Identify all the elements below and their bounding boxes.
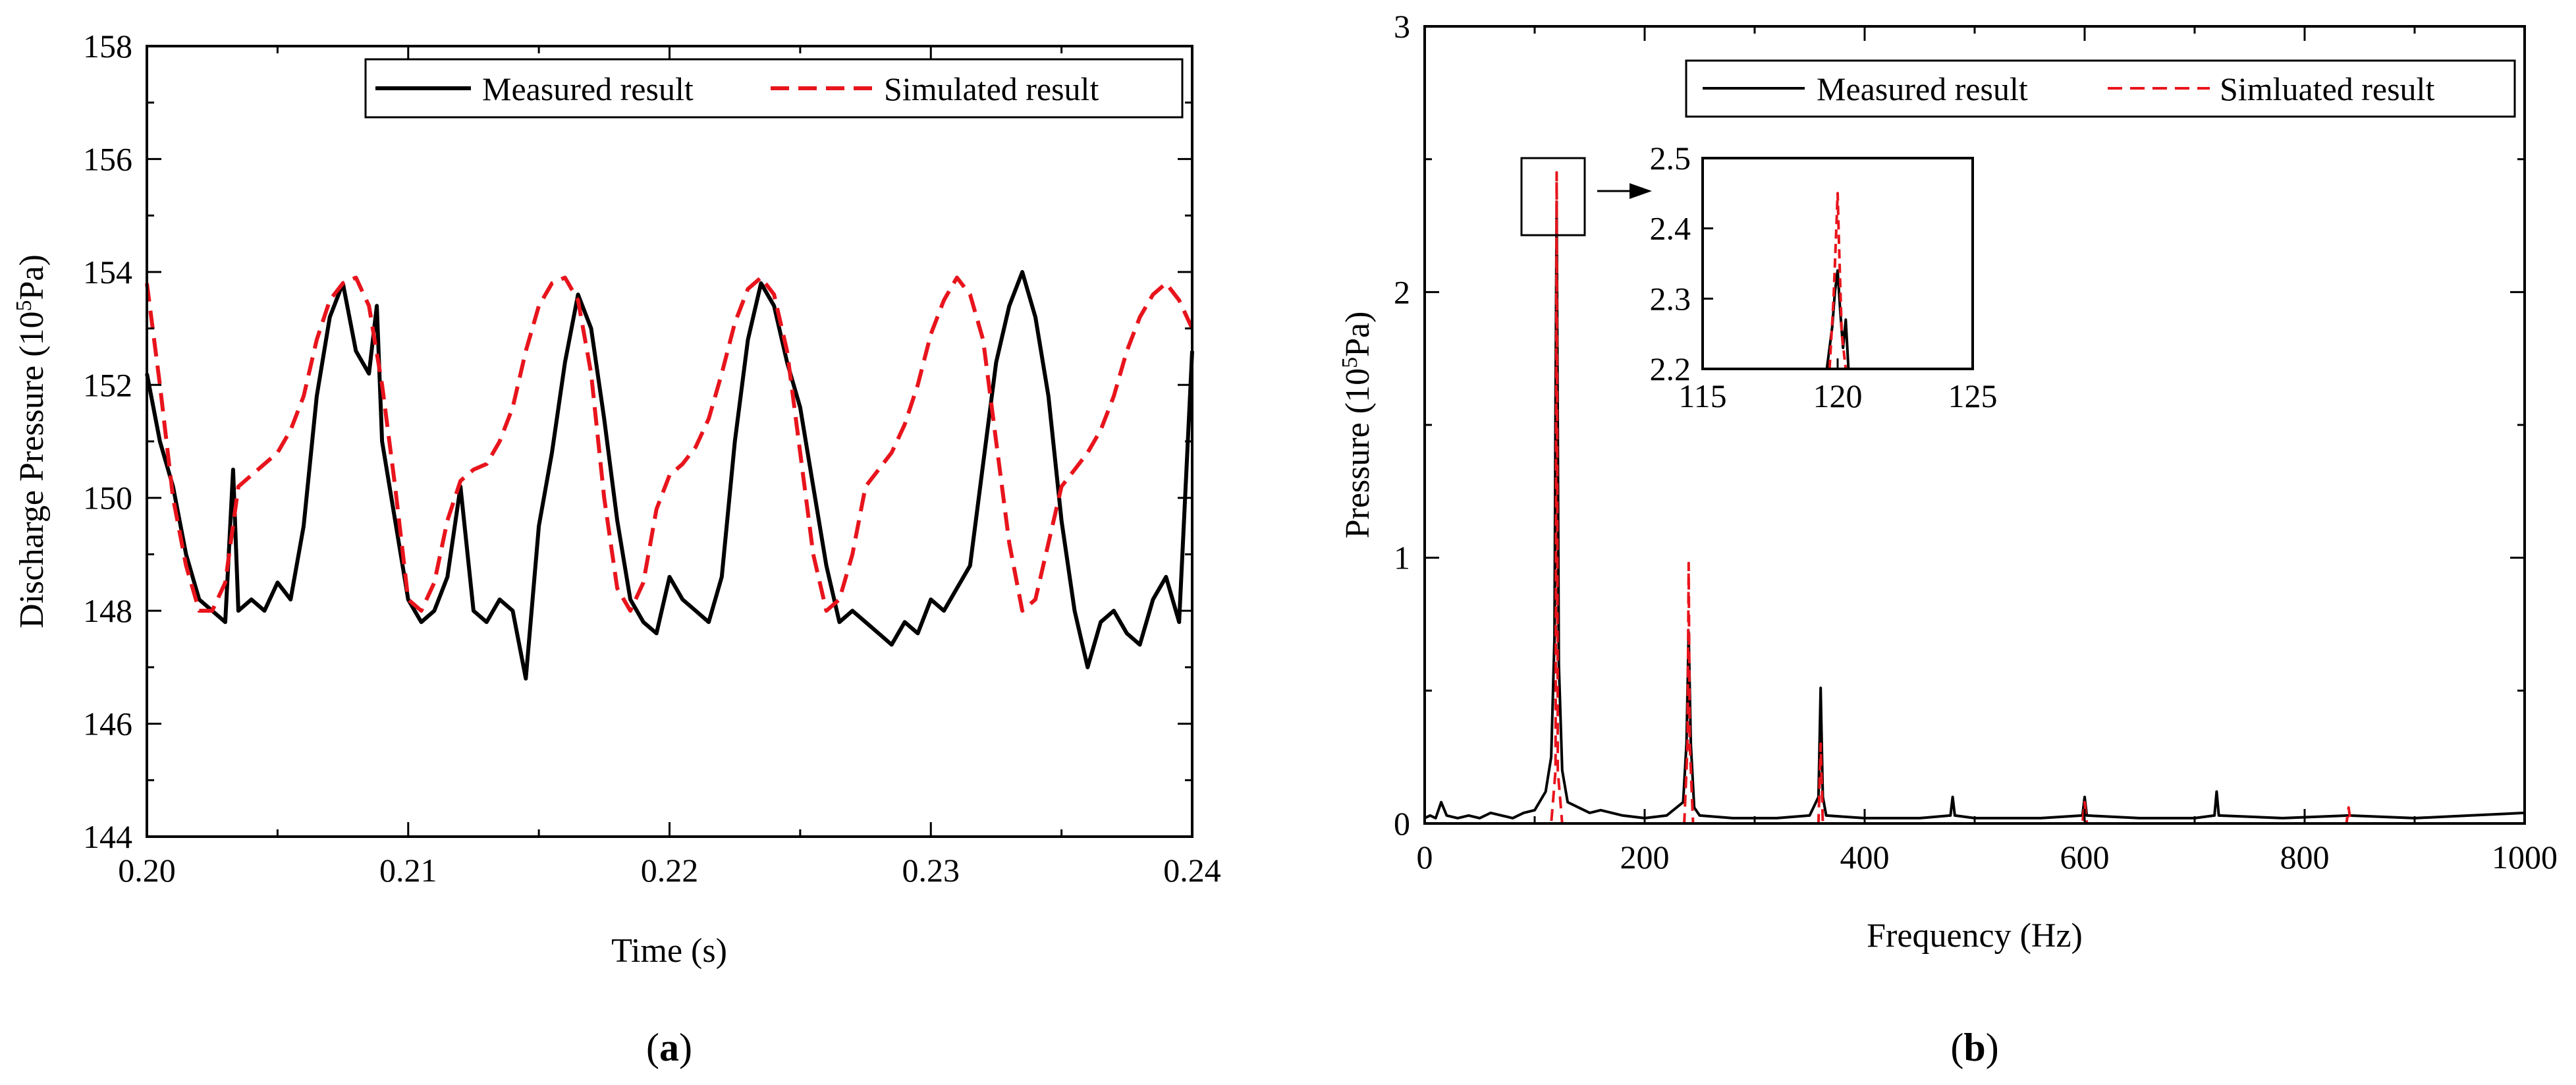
- panel-b-measured-line: [1424, 200, 2525, 820]
- panel-a-label-open: (: [646, 1026, 659, 1069]
- panel-a-x-tick-label: 0.22: [641, 852, 699, 889]
- panel-a-y-axis-label-prefix: Discharge Pressure (10: [13, 311, 51, 628]
- panel-b-legend-simulated-label: Simluated result: [2220, 70, 2434, 107]
- panel-b-series-layer: [1424, 171, 2525, 825]
- panel-a-x-tick-label: 0.23: [902, 852, 960, 889]
- panel-b-legend-measured-label: Measured result: [1817, 70, 2028, 107]
- panel-b-simulated-line: [1425, 171, 2525, 825]
- panel-b-ticks: 0 200 400 600 800 1000 0 1 2 3: [1394, 8, 2558, 876]
- panel-b-y-axis-label-prefix: Pressure (10: [1339, 368, 1377, 539]
- panel-a-y-tick-label: 146: [83, 706, 132, 742]
- panel-b-inset-x-tick-label: 120: [1813, 377, 1863, 414]
- panel-a-y-tick-label: 144: [83, 818, 132, 855]
- panel-b-inset-simulated-line: [1828, 192, 1848, 369]
- panel-a-y-axis-label-suffix: Pa): [13, 254, 51, 300]
- panel-b-inset-ticks: 115 120 125 2.2 2.3 2.4 2.5: [1650, 140, 1998, 414]
- panel-a-plot-frame: [146, 45, 1193, 838]
- panel-b-y-axis-label: Pressure (105Pa): [1338, 312, 1377, 539]
- panel-a-x-tick-label: 0.21: [379, 852, 437, 889]
- panel-a-legend-simulated-label: Simulated result: [884, 70, 1099, 107]
- panel-a-y-tick-label: 156: [83, 140, 132, 177]
- panel-a-x-tick-label: 0.20: [118, 852, 176, 889]
- panel-b-label-close: ): [1986, 1026, 1999, 1069]
- panel-b-label-letter: b: [1963, 1026, 1985, 1069]
- panel-a-y-tick-label: 150: [83, 480, 132, 516]
- panel-a-series-layer: [145, 269, 1194, 681]
- panel-b-x-axis-label: Frequency (Hz): [1867, 917, 2083, 955]
- panel-a-y-tick-label: 152: [83, 366, 132, 403]
- panel-b-inset-frame: [1701, 157, 1974, 370]
- panel-a-legend-measured-label: Measured result: [482, 70, 694, 107]
- panel-b-y-tick-label: 1: [1394, 540, 1410, 576]
- panel-a-ticks: 0.20 0.21 0.22 0.23 0.24 144 146 148 150 152 154 15…: [83, 28, 1221, 889]
- panel-b-x-tick-label: 600: [2060, 839, 2110, 876]
- panel-a-x-axis-label: Time (s): [611, 932, 727, 970]
- panel-b-inset-x-tick-label: 115: [1678, 377, 1726, 414]
- panel-b-inset-y-tick-label: 2.4: [1650, 210, 1691, 247]
- panel-a-x-tick-label: 0.24: [1163, 852, 1221, 889]
- panel-b-x-tick-label: 800: [2280, 839, 2330, 876]
- panel-b-x-tick-label: 1000: [2492, 839, 2558, 876]
- panel-b-y-axis-label-suffix: Pa): [1339, 312, 1377, 357]
- panel-b-y-tick-label: 3: [1394, 8, 1410, 45]
- panel-a-chart: 0.20 0.21 0.22 0.23 0.24 144 146 148 150 152 154 15…: [12, 28, 1221, 1069]
- panel-a-label-close: ): [679, 1026, 692, 1069]
- panel-a-y-axis-label-sup: 5: [12, 300, 36, 311]
- panel-b-plot-frame: [1423, 25, 2526, 825]
- panel-b-x-tick-label: 400: [1840, 839, 1890, 876]
- panel-b-zoom-box: [1520, 157, 1586, 236]
- panel-b-inset-y-tick-label: 2.3: [1650, 280, 1691, 317]
- panel-b-zoom-arrowhead: [1630, 183, 1652, 199]
- panel-a-legend: Measured result Simulated result: [364, 58, 1184, 119]
- panel-a-y-tick-label: 148: [83, 592, 132, 629]
- panel-a-measured-line: [145, 269, 1194, 681]
- panel-a-label-letter: a: [659, 1026, 679, 1069]
- panel-b-y-tick-label: 0: [1394, 805, 1410, 842]
- panel-b-legend-box: [1685, 59, 2516, 118]
- panel-a-y-axis-label: Discharge Pressure (105Pa): [12, 254, 51, 628]
- panel-b-inset-y-tick-label: 2.5: [1650, 140, 1691, 177]
- panel-a-y-tick-label: 154: [83, 254, 132, 291]
- panel-b-inset-y-tick-label: 2.2: [1650, 350, 1691, 387]
- panel-b-x-tick-label: 0: [1417, 839, 1433, 876]
- panel-b-inset-x-tick-label: 125: [1948, 377, 1998, 414]
- panel-b-y-tick-label: 2: [1394, 273, 1410, 310]
- panel-b-y-axis-label-sup: 5: [1338, 357, 1362, 368]
- panel-b-label-open: (: [1950, 1026, 1963, 1069]
- panel-b-x-tick-label: 200: [1620, 839, 1670, 876]
- panel-b-legend: Measured result Simluated result: [1685, 59, 2516, 118]
- panel-b-label: (b): [1950, 1026, 1998, 1069]
- panel-a-y-tick-label: 158: [83, 28, 132, 65]
- panel-b-chart: 0 200 400 600 800 1000 0 1 2 3 Measured result Si…: [1338, 8, 2558, 1069]
- panel-b-inset-series-layer: [1825, 192, 1850, 369]
- panel-b-inset: 115 120 125 2.2 2.3 2.4 2.5: [1650, 140, 1998, 414]
- panel-a-label: (a): [646, 1026, 692, 1069]
